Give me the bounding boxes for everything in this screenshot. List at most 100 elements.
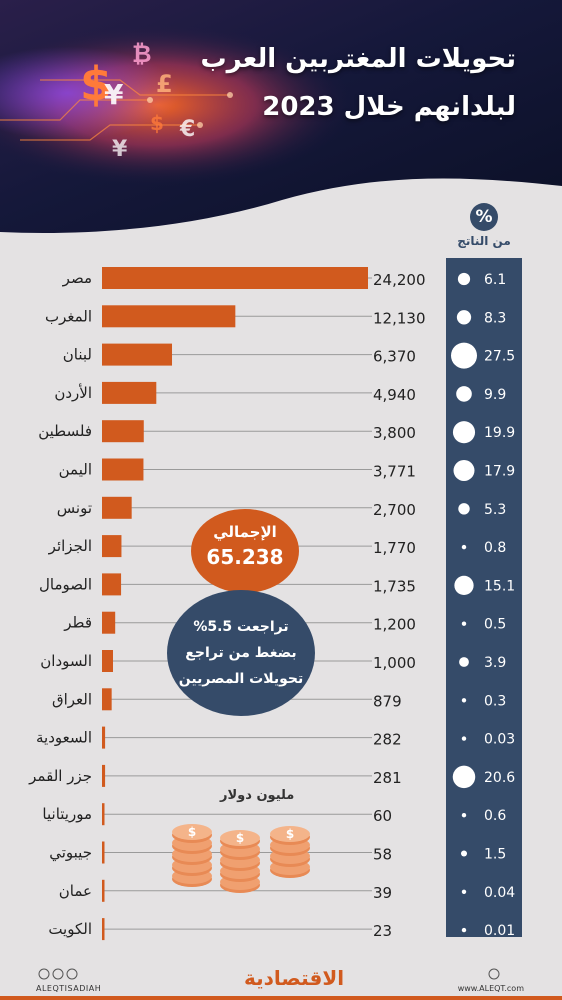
value-label: 4,940 — [373, 386, 416, 404]
bar — [102, 267, 368, 289]
bar — [102, 879, 105, 902]
bar — [102, 803, 105, 826]
pct-label: 0.8 — [484, 540, 506, 556]
value-label: 879 — [373, 692, 402, 710]
unit-label: مليون دولار — [220, 788, 295, 803]
coin-stacks-icon: $ $ $ — [172, 824, 310, 893]
pct-column-label: من الناتج — [457, 234, 511, 248]
value-label: 12,130 — [373, 309, 426, 327]
page-subtitle: لبلدانهم خلال 2023 — [262, 92, 516, 122]
pct-dot — [456, 310, 472, 325]
pct-dot — [457, 272, 471, 286]
currency-symbol: ¥ — [104, 78, 124, 111]
pct-label: 0.6 — [484, 808, 506, 824]
pct-label: 1.5 — [484, 847, 506, 863]
bar — [102, 573, 122, 596]
pct-dot — [456, 386, 472, 402]
svg-text:$: $ — [236, 831, 244, 845]
currency-symbol: $ — [80, 57, 112, 111]
pct-panel — [446, 258, 522, 937]
category-label: موريتانيا — [42, 805, 92, 823]
pct-label: 0.04 — [484, 885, 515, 901]
category-label: السودان — [40, 652, 92, 670]
bar — [102, 496, 132, 519]
pct-label: 5.3 — [484, 502, 506, 518]
total-label: الإجمالي — [213, 523, 277, 541]
globe-icon — [488, 968, 500, 980]
pct-label: 6.1 — [484, 272, 506, 288]
percent-icon: % — [470, 203, 498, 231]
currency-symbol: $ — [150, 111, 164, 135]
value-label: 282 — [373, 731, 402, 749]
pct-dot — [461, 889, 467, 894]
svg-text:$: $ — [188, 825, 196, 839]
currency-symbol: € — [179, 117, 195, 142]
brand-logo: الاقتصادية — [244, 966, 345, 990]
pct-dot — [454, 575, 474, 596]
category-label: اليمن — [59, 461, 92, 479]
pct-dot — [459, 657, 469, 667]
value-label: 3,800 — [373, 424, 416, 442]
pct-label: 0.5 — [484, 617, 506, 633]
bar — [102, 305, 236, 328]
category-label: جيبوتي — [49, 844, 92, 863]
pct-label: 3.9 — [484, 655, 506, 671]
page-title: تحويلات المغتربين العرب — [200, 44, 516, 74]
pct-dot — [461, 927, 467, 933]
pct-label: 20.6 — [484, 770, 515, 786]
category-label: جزر القمر — [28, 767, 92, 785]
value-label: 39 — [373, 884, 392, 902]
category-label: الأردن — [54, 383, 92, 402]
total-bubble: الإجمالي 65.238 — [191, 509, 299, 593]
pct-label: 0.3 — [484, 693, 506, 709]
egypt-note-line: تراجعت 5.5% — [193, 619, 289, 635]
pct-label: 0.01 — [484, 923, 515, 939]
footer-band — [0, 958, 562, 1000]
category-label: مصر — [62, 269, 92, 287]
website-url: www.ALEQT.com — [457, 984, 524, 993]
pct-dot — [461, 698, 467, 703]
category-label: تونس — [57, 499, 92, 517]
pct-label: 9.9 — [484, 387, 506, 403]
category-label: الصومال — [39, 575, 92, 593]
total-value: 65.238 — [206, 545, 284, 569]
currency-symbol: ¥ — [112, 137, 128, 162]
category-label: العراق — [52, 690, 92, 708]
bar — [102, 688, 112, 711]
bar — [102, 841, 105, 864]
pct-dot — [453, 460, 475, 481]
pct-dot — [452, 765, 476, 789]
value-label: 24,200 — [373, 271, 426, 289]
pct-dot — [461, 621, 467, 626]
bar — [102, 458, 144, 481]
pct-dot — [460, 850, 468, 857]
value-label: 3,771 — [373, 463, 416, 481]
category-label: لبنان — [63, 346, 92, 364]
egypt-note-line: بضغط من تراجع — [185, 645, 297, 661]
value-label: 58 — [373, 846, 392, 864]
social-icons — [38, 968, 78, 980]
pct-label: 19.9 — [484, 425, 515, 441]
value-label: 6,370 — [373, 348, 416, 366]
value-label: 23 — [373, 922, 392, 940]
value-label: 1,200 — [373, 616, 416, 634]
category-label: قطر — [63, 614, 92, 632]
bar — [102, 381, 157, 404]
bar — [102, 611, 116, 634]
hero-banner: $ ¥ € ₿ £ ¥ $ — [0, 0, 562, 233]
category-label: المغرب — [45, 307, 92, 325]
bar — [102, 535, 122, 558]
pct-label: 0.03 — [484, 732, 515, 748]
bar — [102, 650, 113, 672]
egypt-note-bubble: تراجعت 5.5% بضغط من تراجع تحويلات المصري… — [167, 590, 315, 716]
value-label: 281 — [373, 769, 402, 787]
category-label: الكويت — [48, 920, 92, 938]
value-label: 1,000 — [373, 654, 416, 672]
pct-dot — [461, 544, 467, 550]
pct-label: 8.3 — [484, 310, 506, 326]
value-label: 1,770 — [373, 539, 416, 557]
category-label: السعودية — [36, 729, 92, 747]
bar — [102, 918, 105, 941]
currency-symbol: ₿ — [132, 40, 152, 68]
pct-label: 17.9 — [484, 464, 515, 480]
